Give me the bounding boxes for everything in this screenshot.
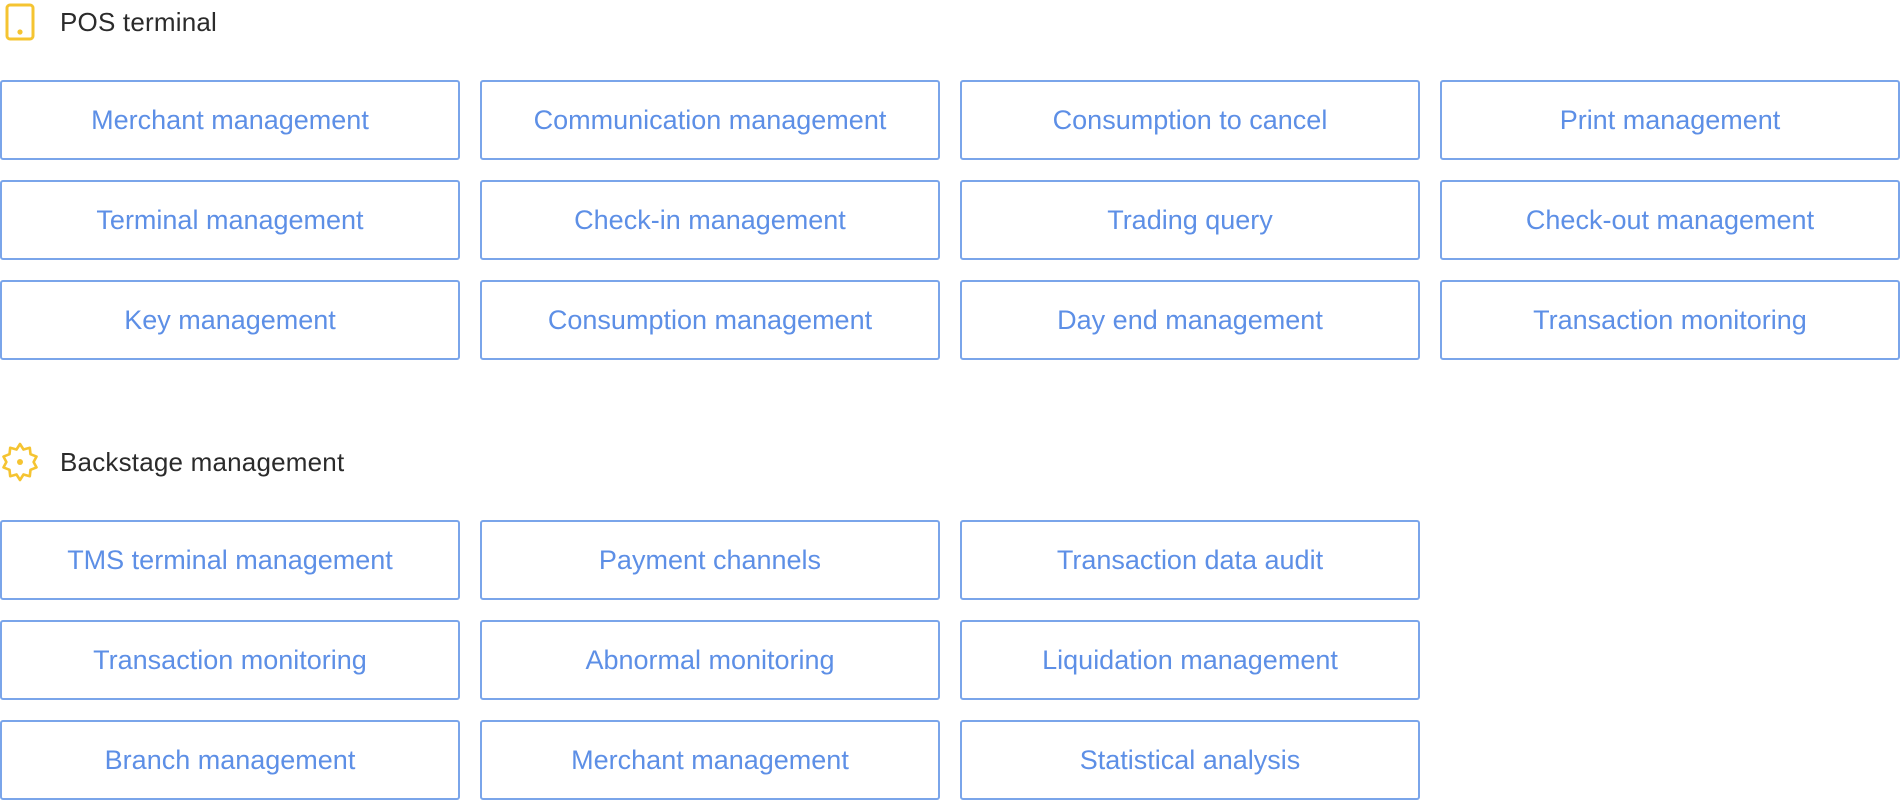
tile-transaction-monitoring[interactable]: Transaction monitoring (1440, 280, 1900, 360)
tile-liquidation-management[interactable]: Liquidation management (960, 620, 1420, 700)
pos-terminal-grid: Merchant management Communication manage… (0, 80, 1900, 360)
tile-transaction-monitoring-backstage[interactable]: Transaction monitoring (0, 620, 460, 700)
tile-abnormal-monitoring[interactable]: Abnormal monitoring (480, 620, 940, 700)
tile-check-in-management[interactable]: Check-in management (480, 180, 940, 260)
tile-transaction-data-audit[interactable]: Transaction data audit (960, 520, 1420, 600)
empty-cell (1440, 720, 1900, 800)
pos-terminal-header: POS terminal (0, 0, 217, 44)
tile-payment-channels[interactable]: Payment channels (480, 520, 940, 600)
tile-key-management[interactable]: Key management (0, 280, 460, 360)
tile-terminal-management[interactable]: Terminal management (0, 180, 460, 260)
tile-statistical-analysis[interactable]: Statistical analysis (960, 720, 1420, 800)
empty-cell (1440, 520, 1900, 600)
tile-consumption-to-cancel[interactable]: Consumption to cancel (960, 80, 1420, 160)
tile-print-management[interactable]: Print management (1440, 80, 1900, 160)
backstage-management-grid: TMS terminal management Payment channels… (0, 520, 1900, 800)
tile-day-end-management[interactable]: Day end management (960, 280, 1420, 360)
backstage-management-header: Backstage management (0, 440, 344, 484)
tile-branch-management[interactable]: Branch management (0, 720, 460, 800)
tile-merchant-management-backstage[interactable]: Merchant management (480, 720, 940, 800)
tile-consumption-management[interactable]: Consumption management (480, 280, 940, 360)
tile-trading-query[interactable]: Trading query (960, 180, 1420, 260)
tile-communication-management[interactable]: Communication management (480, 80, 940, 160)
tile-merchant-management[interactable]: Merchant management (0, 80, 460, 160)
gear-icon (0, 442, 40, 482)
tile-tms-terminal-management[interactable]: TMS terminal management (0, 520, 460, 600)
backstage-management-title: Backstage management (60, 446, 345, 477)
tile-check-out-management[interactable]: Check-out management (1440, 180, 1900, 260)
pos-terminal-title: POS terminal (60, 6, 218, 37)
empty-cell (1440, 620, 1900, 700)
tablet-icon (0, 2, 40, 42)
